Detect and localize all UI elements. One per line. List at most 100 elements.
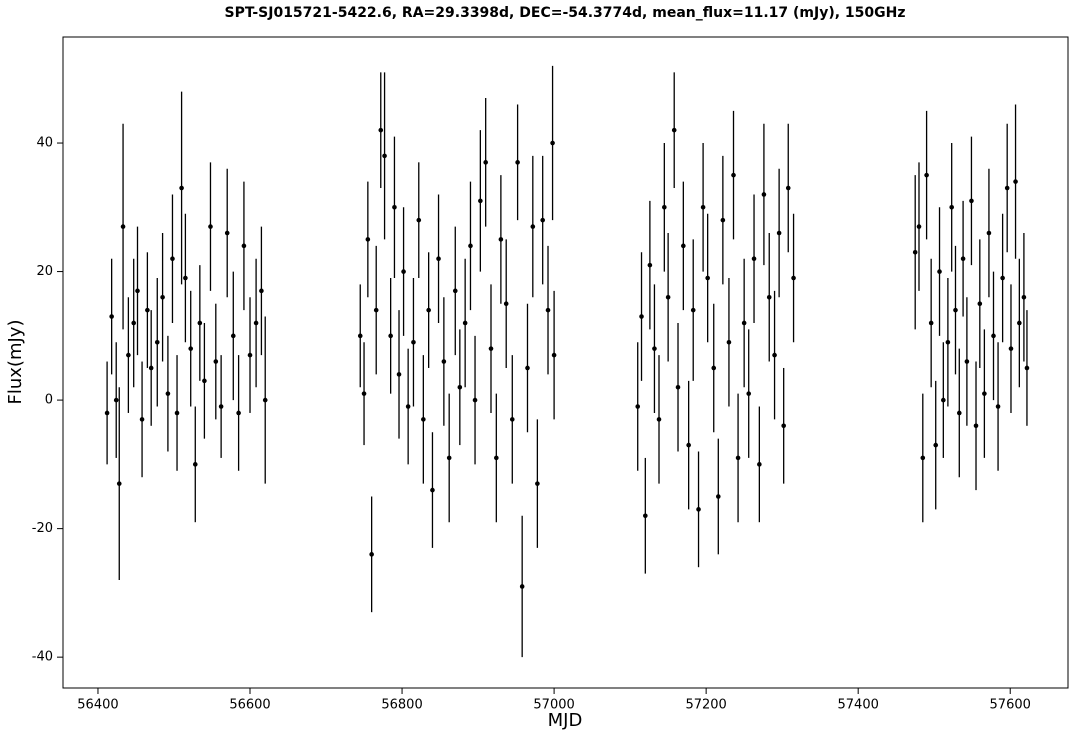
data-point xyxy=(179,185,184,191)
data-point xyxy=(421,417,426,422)
data-point xyxy=(236,410,241,416)
data-point xyxy=(551,352,557,358)
data-point xyxy=(515,160,520,165)
data-point xyxy=(949,205,954,210)
x-tick-label: 56600 xyxy=(229,698,270,713)
data-point xyxy=(781,423,786,429)
data-point xyxy=(462,320,468,326)
data-point xyxy=(545,307,551,313)
data-point xyxy=(690,307,696,313)
data-point xyxy=(986,230,992,236)
data-point xyxy=(131,320,136,326)
data-point xyxy=(772,352,777,358)
data-point xyxy=(1017,320,1022,326)
chart-title: SPT-SJ015721-5422.6, RA=29.3398d, DEC=-5… xyxy=(225,5,906,21)
data-point xyxy=(757,462,762,467)
data-point xyxy=(735,455,741,461)
data-point xyxy=(540,217,545,223)
data-point xyxy=(218,404,224,409)
data-point xyxy=(696,507,701,512)
data-point xyxy=(933,442,939,448)
data-point xyxy=(170,256,175,262)
data-point xyxy=(145,307,150,313)
data-point xyxy=(1008,346,1014,351)
data-point xyxy=(766,294,772,300)
data-point xyxy=(686,442,691,448)
data-point xyxy=(441,359,447,364)
data-point xyxy=(535,481,540,486)
data-point xyxy=(426,307,431,313)
x-axis-label: MJD xyxy=(548,710,583,731)
data-point xyxy=(392,205,397,210)
data-point xyxy=(373,307,379,313)
data-point xyxy=(230,333,236,339)
x-tick-label: 57400 xyxy=(838,698,879,713)
data-point xyxy=(197,320,203,326)
data-point xyxy=(208,224,213,229)
plot-frame xyxy=(62,36,1069,689)
data-point xyxy=(478,198,483,204)
data-point xyxy=(446,455,452,461)
data-point xyxy=(973,423,979,429)
data-point xyxy=(665,294,671,300)
data-point xyxy=(378,127,384,133)
data-point xyxy=(656,417,662,422)
data-point xyxy=(241,243,247,249)
data-point xyxy=(1004,185,1010,191)
data-point xyxy=(192,462,198,467)
data-point xyxy=(920,455,926,461)
data-point xyxy=(188,346,194,351)
x-tick-label: 57200 xyxy=(685,698,726,713)
y-axis-label: Flux(mJy) xyxy=(5,320,26,405)
data-point xyxy=(776,230,782,236)
y-tick-label: 0 xyxy=(45,393,53,408)
data-point xyxy=(498,237,504,242)
data-point xyxy=(960,256,966,262)
data-point xyxy=(720,217,726,223)
data-point xyxy=(430,487,435,493)
data-point xyxy=(928,320,934,326)
data-point xyxy=(675,384,681,390)
data-point xyxy=(652,346,657,351)
data-point xyxy=(635,404,641,409)
data-point xyxy=(472,397,478,403)
data-point xyxy=(941,397,946,403)
data-point xyxy=(396,372,402,377)
y-tick-label: 20 xyxy=(36,264,53,279)
x-tick-label: 56400 xyxy=(77,698,118,713)
data-point xyxy=(912,249,918,255)
x-tick-label: 57000 xyxy=(533,698,574,713)
data-point xyxy=(436,256,441,262)
data-point xyxy=(991,333,996,339)
data-point xyxy=(165,391,171,396)
data-point xyxy=(671,127,677,133)
data-point xyxy=(519,584,525,589)
data-point xyxy=(104,410,110,416)
data-point xyxy=(139,417,145,422)
data-point xyxy=(388,333,393,339)
data-point xyxy=(154,339,160,345)
y-tick-label: 40 xyxy=(36,136,53,151)
data-point xyxy=(785,185,791,191)
data-point xyxy=(700,205,706,210)
data-point xyxy=(183,275,188,281)
data-point xyxy=(705,275,710,281)
data-point xyxy=(488,346,494,351)
data-point xyxy=(945,339,951,345)
data-point xyxy=(639,314,644,319)
x-tick-label: 56800 xyxy=(381,698,422,713)
data-point xyxy=(1021,294,1027,300)
data-point xyxy=(751,256,757,262)
data-point xyxy=(916,224,922,229)
data-point xyxy=(148,365,154,371)
y-tick-label: -20 xyxy=(32,521,53,536)
data-point xyxy=(213,359,219,364)
data-point xyxy=(457,384,463,390)
data-point xyxy=(1013,179,1018,184)
data-point xyxy=(509,417,515,422)
data-point xyxy=(741,320,747,326)
data-point xyxy=(253,320,259,326)
data-point xyxy=(120,224,126,229)
data-point xyxy=(135,288,140,294)
data-point xyxy=(361,391,367,396)
